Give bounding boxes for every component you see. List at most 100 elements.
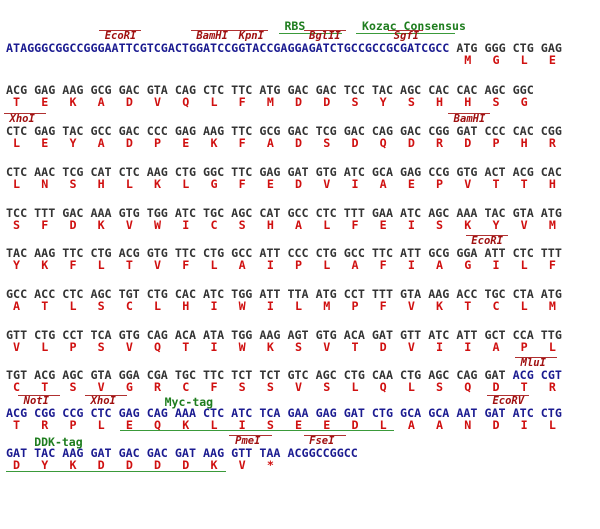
amino-acid: Y [492,218,500,232]
amino-acid: V [154,95,162,109]
amino-acid: D [295,95,303,109]
restriction-site-label: EcoRI [104,30,137,42]
dna-segment: GAT TAC AAG GAT GAC GAC GAT AAG GTT TAA … [6,446,358,460]
amino-acid: D [125,136,133,150]
amino-acid: K [97,218,105,232]
amino-acid: Y [41,458,49,472]
amino-acid: T [520,177,528,191]
amino-acid: D [295,177,303,191]
amino-acid: Y [13,258,21,272]
dna-segment: CTC AAC TCG CAT CTC AAG CTG GGC TTC GAG … [6,165,562,179]
site-overline [515,357,558,358]
amino-acid: R [436,136,444,150]
amino-acid: V [125,218,133,232]
amino-acid: T [41,299,49,313]
amino-acid: G [210,177,218,191]
site-overline [229,435,272,436]
amino-acid: K [182,418,190,432]
dna-segment: ACG CGT [512,368,562,382]
amino-acid: L [323,258,331,272]
amino-acid: L [210,95,218,109]
amino-acid: G [492,53,500,67]
amino-acid: Q [379,136,387,150]
amino-acid: I [238,418,246,432]
feature-label: Kozac Consensus [362,19,466,33]
restriction-site-label: MluI [520,357,546,369]
restriction-site-label: NotI [23,395,49,407]
dna-segment: ACG CGG CCG CTC GAG CAG AAA CTC ATC TCA … [6,406,562,420]
site-overline [303,435,346,436]
dna-segment: TAC AAG TTC CTG ACG GTG TTC CTG GCC ATT … [6,246,562,260]
amino-acid: P [69,418,77,432]
restriction-site-label: EcoRI [471,235,503,247]
amino-acid: F [548,258,556,272]
amino-acid: C [125,299,133,313]
site-overline [3,113,47,114]
amino-acid: E [125,418,133,432]
amino-acid: S [436,218,444,232]
amino-acid: V [323,177,331,191]
amino-acid: L [520,53,528,67]
amino-acid: Q [464,380,472,394]
dna-sequence: CTC GAG TAC GCC GAC CCC GAG AAG TTC GCG … [6,125,562,137]
amino-acid: D [69,218,77,232]
site-overline [465,235,508,236]
amino-acid: H [520,136,528,150]
amino-acid: Y [69,136,77,150]
amino-acid: M [464,53,472,67]
amino-acid: S [97,340,105,354]
dna-sequence: ACG GAG AAG GCG GAC GTA CAG CTC TTC ATG … [6,84,534,96]
amino-acid: K [436,299,444,313]
site-overline [486,395,530,396]
dna-segment: ATAGGGCGGCCGGGAATTCGTCGACTGGATCCGGTACCGA… [6,41,450,55]
restriction-site-label: BglII [309,30,341,42]
amino-acid: D [351,418,359,432]
amino-acid: I [407,218,415,232]
amino-acid: R [41,418,49,432]
amino-acid: D [295,136,303,150]
amino-acid: P [351,299,359,313]
amino-acid: I [210,340,218,354]
amino-acid: D [351,136,359,150]
amino-acid: E [379,218,387,232]
amino-acid: F [238,177,246,191]
restriction-site-label: KpnI [238,30,264,42]
amino-acid: A [266,136,274,150]
amino-acid: L [210,258,218,272]
amino-acid: A [13,299,21,313]
feature-label: DDK-tag [34,435,83,449]
amino-acid: K [266,340,274,354]
amino-acid: I [492,258,500,272]
dna-segment: GCC ACC CTC AGC TGT CTG CAC ATC TGG ATT … [6,287,562,301]
restriction-site-label: EcoRV [492,395,525,407]
dna-sequence: GAT TAC AAG GAT GAC GAC GAT AAG GTT TAA … [6,447,358,459]
amino-acid: F [210,380,218,394]
site-overline [388,30,424,31]
amino-acid: I [182,218,190,232]
site-overline [448,113,491,114]
amino-acid: L [97,418,105,432]
amino-acid: V [407,340,415,354]
amino-acid: H [548,177,556,191]
amino-acid: D [379,340,387,354]
amino-acid: S [238,380,246,394]
amino-acid: A [238,258,246,272]
restriction-site-label: SgfI [393,30,420,42]
amino-acid: K [210,458,218,472]
amino-acid: V [407,299,415,313]
amino-acid: I [520,418,528,432]
amino-acid: S [323,380,331,394]
amino-acid: S [295,340,303,354]
amino-acid: M [323,299,331,313]
amino-acid: L [13,177,21,191]
amino-acid: E [182,136,190,150]
amino-acid: L [323,218,331,232]
amino-acid: V [13,340,21,354]
amino-acid: M [548,299,556,313]
amino-acid: D [125,458,133,472]
dna-sequence: TGT ACG AGC GTA GGA CGA TGC TTC TCT TCT … [6,369,562,381]
amino-acid: W [238,299,246,313]
amino-acid: P [295,258,303,272]
amino-acid: R [548,380,556,394]
dna-segment: TGT ACG AGC GTA GGA CGA TGC TTC TCT TCT … [6,368,513,382]
